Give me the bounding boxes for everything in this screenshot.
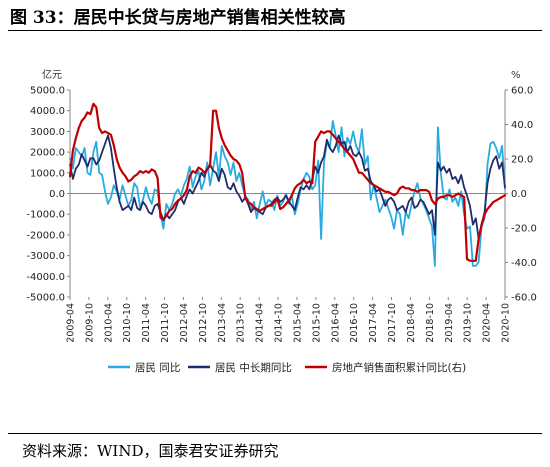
left-tick-label: -5000.0: [26, 293, 65, 304]
left-tick-label: 2000.0: [30, 148, 65, 159]
left-tick-label: -3000.0: [26, 251, 65, 262]
x-tick-label: 2010-04: [103, 303, 114, 343]
right-tick-label: -20.0: [511, 224, 537, 235]
x-tick-label: 2016-04: [330, 303, 341, 343]
legend-label-1: 居民 同比: [135, 361, 180, 374]
legend-label-3: 房地产销售面积累计同比(右): [332, 361, 466, 374]
right-tick-label: 60.0: [511, 86, 533, 97]
x-tick-label: 2012-04: [179, 303, 190, 343]
x-tick-label: 2018-10: [425, 303, 436, 343]
legend-label-2: 居民 中长期同比: [215, 361, 292, 374]
x-tick-label: 2020-10: [501, 303, 512, 343]
x-tick-label: 2013-04: [217, 303, 228, 343]
left-unit-label: 亿元: [42, 68, 62, 81]
right-tick-label: -60.0: [511, 293, 537, 304]
x-tick-label: 2011-10: [160, 303, 171, 343]
x-tick-label: 2019-04: [444, 303, 455, 343]
x-tick-label: 2018-04: [406, 303, 417, 343]
left-tick-label: -4000.0: [26, 272, 65, 283]
left-tick-label: 3000.0: [30, 127, 65, 138]
x-tick-label: 2010-10: [122, 303, 133, 343]
left-tick-label: -2000.0: [26, 230, 65, 241]
right-tick-label: 20.0: [511, 155, 533, 166]
left-tick-label: 1000.0: [30, 168, 65, 179]
x-tick-label: 2015-10: [311, 303, 322, 343]
figure-title: 图 33：居民中长贷与房地产销售相关性较高: [10, 8, 346, 28]
chart: 亿元 % 5000.0 4000.0 3000.0 2000.0 1000.0 0.0 -100…: [26, 68, 537, 374]
right-tick-label: -40.0: [511, 258, 537, 269]
source-note: 资料来源：WIND，国泰君安证券研究: [22, 442, 279, 460]
left-tick-label: -1000.0: [26, 210, 65, 221]
x-tick-label: 2017-04: [368, 303, 379, 343]
left-tick-label: 4000.0: [30, 106, 65, 117]
x-tick-label: 2014-10: [274, 303, 285, 343]
series-line-2: [69, 134, 506, 240]
x-tick-label: 2012-10: [198, 303, 209, 343]
right-tick-label: 40.0: [511, 120, 533, 131]
x-tick-label: 2009-04: [66, 303, 77, 343]
right-tick-label: 0.0: [511, 189, 527, 200]
left-tick-label: 0.0: [49, 189, 65, 200]
right-unit-label: %: [511, 70, 521, 81]
x-tick-label: 2014-04: [255, 303, 266, 343]
series-line-3: [68, 102, 507, 262]
x-tick-label: 2016-10: [349, 303, 360, 343]
x-tick-label: 2009-10: [84, 303, 95, 343]
x-tick-label: 2015-04: [292, 303, 303, 343]
source-rule: [8, 433, 542, 434]
x-tick-label: 2011-04: [141, 303, 152, 343]
x-tick-label: 2013-10: [236, 303, 247, 343]
x-tick-label: 2017-10: [387, 303, 398, 343]
title-rule: [8, 30, 542, 31]
x-tick-label: 2019-10: [463, 303, 474, 343]
x-tick-label: 2020-04: [482, 303, 493, 343]
left-tick-label: 5000.0: [30, 86, 65, 97]
